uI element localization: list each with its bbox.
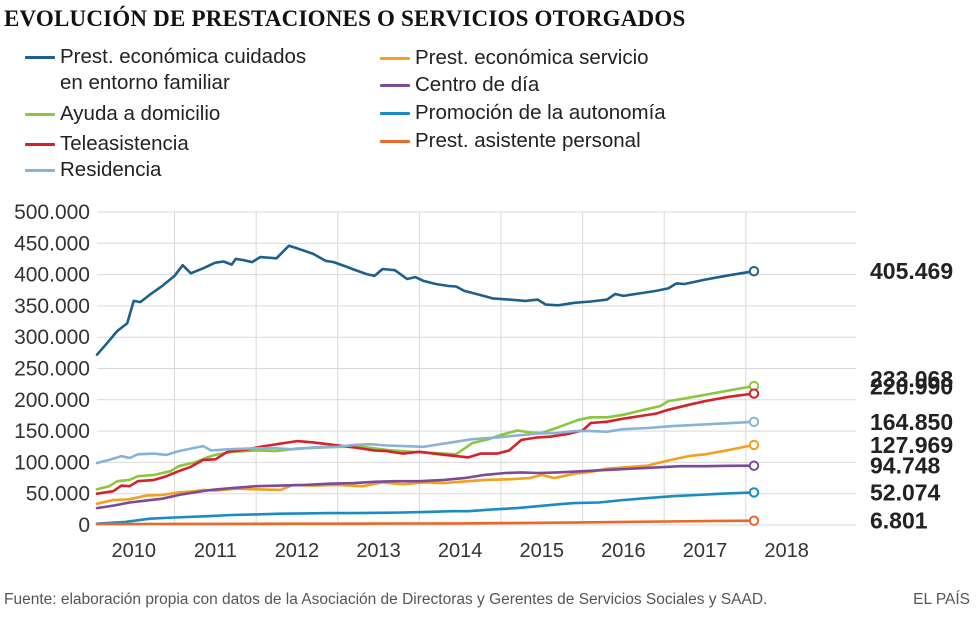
series-end-value: 233.068 [870, 366, 953, 392]
end-markers [748, 265, 760, 526]
legend-item-domicilio: Ayuda a domicilio [25, 101, 220, 127]
series-end-marker [748, 515, 760, 526]
y-tick-label: 0 [78, 514, 90, 537]
x-tick-label: 2016 [601, 540, 646, 562]
series-end-value: 94.748 [870, 453, 941, 479]
x-tick-label: 2014 [438, 540, 483, 562]
series-end-value: 405.469 [870, 258, 953, 284]
x-tick-label: 2010 [111, 540, 156, 562]
y-tick-label: 100.000 [14, 451, 90, 474]
legend-label-residencia: Residencia [60, 158, 162, 181]
footer-source: Fuente: elaboración propia con datos de … [4, 591, 768, 608]
series-line [95, 519, 756, 526]
series-line [95, 392, 756, 495]
legend-label-autonomia: Promoción de la autonomía [415, 101, 666, 124]
legend-label-centro: Centro de día [415, 73, 540, 96]
y-tick-label: 200.000 [14, 389, 90, 412]
footer-brand: EL PAÍS [913, 591, 970, 608]
legend-item-asistente: Prest. asistente personal [380, 128, 641, 154]
legend-item-centro: Centro de día [380, 72, 539, 98]
y-tick-label: 150.000 [14, 420, 90, 443]
series-line [95, 244, 756, 356]
series-end-value: 164.850 [870, 409, 953, 435]
legend-item-teleasistencia: Teleasistencia [25, 131, 189, 157]
legend-item-residencia: Residencia [25, 157, 161, 183]
series-end-marker [748, 416, 760, 428]
legend-swatch-asistente [380, 140, 410, 143]
legend-swatch-centro [380, 84, 410, 87]
series-end-marker [748, 388, 760, 399]
legend-item-cuidados: Prest. económica cuidados en entorno fam… [25, 44, 306, 96]
y-axis-ticks: 0 50.000 100.000 150.000 200.000 250.000 300.0… [14, 201, 90, 537]
y-tick-label: 450.000 [14, 232, 90, 255]
y-tick-label: 50.000 [26, 483, 90, 506]
series-line [95, 420, 756, 465]
series-end-marker [748, 460, 760, 471]
legend-swatch-domicilio [25, 113, 55, 116]
legend-swatch-autonomia [380, 112, 410, 115]
series-line [95, 491, 756, 525]
chart-title: EVOLUCIÓN DE PRESTACIONES O SERVICIOS OT… [4, 6, 686, 31]
series-end-value: 220.990 [870, 374, 953, 400]
series-line [95, 384, 756, 491]
legend-label-teleasistencia: Teleasistencia [60, 132, 189, 155]
legend-label-asistente: Prest. asistente personal [415, 129, 641, 152]
y-tick-label: 250.000 [14, 358, 90, 381]
y-tick-label: 300.000 [14, 326, 90, 349]
x-tick-label: 2017 [683, 540, 728, 562]
y-tick-label: 400.000 [14, 264, 90, 287]
x-tick-label: 2012 [275, 540, 320, 562]
legend-label-domicilio: Ayuda a domicilio [60, 102, 221, 125]
series-end-value: 52.074 [870, 479, 941, 505]
x-tick-label: 2018 [764, 540, 809, 562]
legend-swatch-teleasistencia [25, 143, 55, 146]
legend-swatch-residencia [25, 169, 55, 172]
legend-label-servicio: Prest. económica servicio [415, 46, 649, 69]
series-line [95, 464, 756, 510]
series-end-value: 127.969 [870, 432, 953, 458]
legend-item-servicio: Prest. económica servicio [380, 45, 649, 71]
y-tick-label: 350.000 [14, 295, 90, 318]
x-tick-label: 2011 [194, 540, 237, 562]
legend-item-autonomia: Promoción de la autonomía [380, 100, 666, 126]
series-end-marker [748, 487, 760, 498]
legend-label-cuidados-line2: en entorno familiar [60, 71, 230, 94]
series-lines [95, 244, 756, 526]
x-axis-ticks: 2010 2011 2012 2013 2014 2015 2016 2017 2018 [111, 540, 808, 562]
x-tick-label: 2015 [520, 540, 565, 562]
series-end-marker [748, 439, 760, 451]
gridlines [97, 211, 856, 526]
legend-label-cuidados-line1: Prest. económica cuidados [60, 45, 307, 68]
series-line [95, 443, 756, 505]
legend-swatch-servicio [380, 57, 410, 60]
y-tick-label: 500.000 [14, 201, 90, 224]
series-end-marker [748, 265, 760, 277]
legend-swatch-cuidados [25, 56, 55, 59]
x-tick-label: 2013 [356, 540, 401, 562]
series-end-value: 6.801 [870, 508, 928, 534]
